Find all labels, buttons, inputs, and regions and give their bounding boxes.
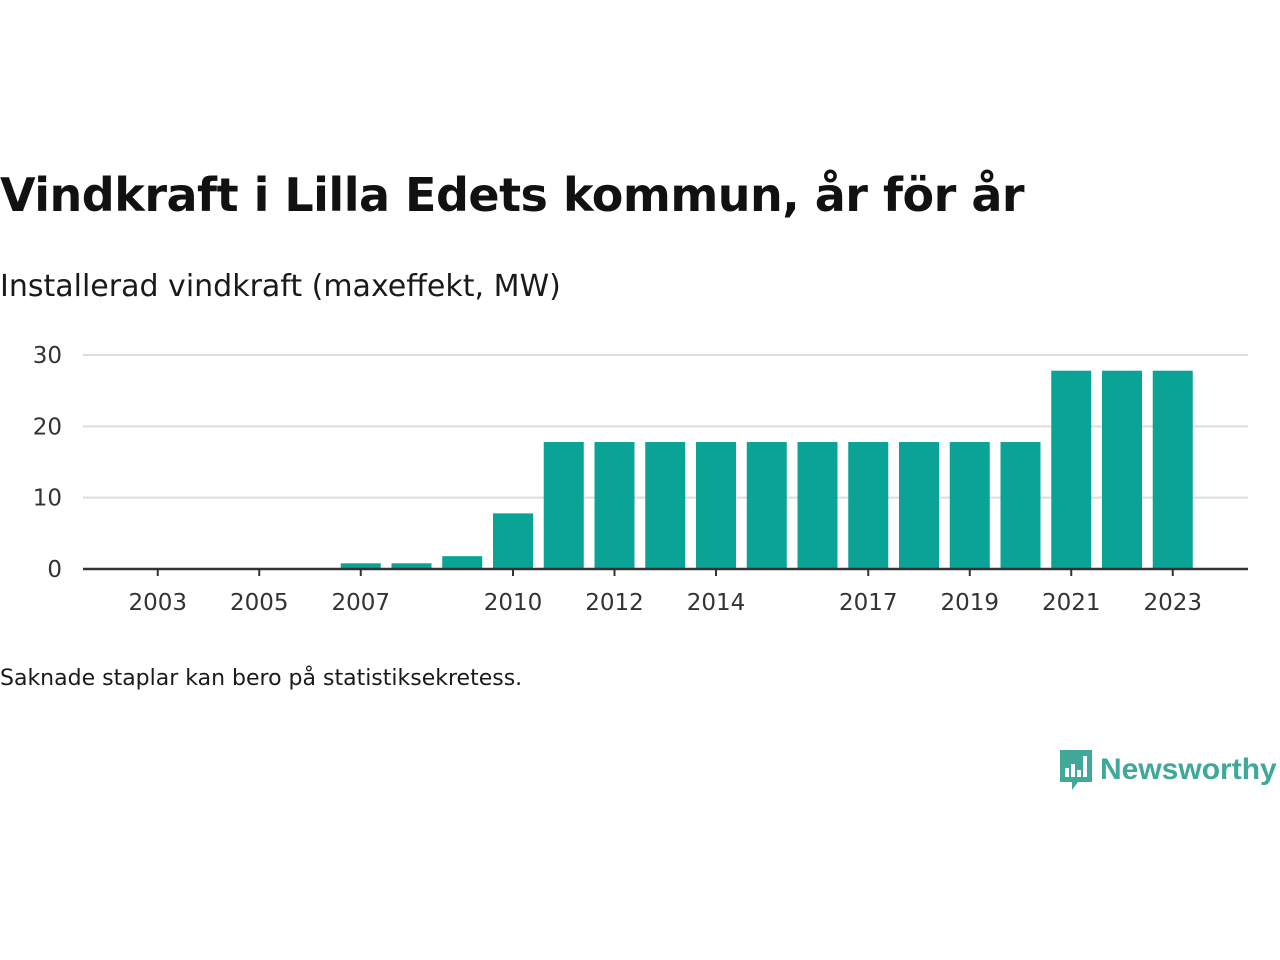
y-tick-label: 0: [47, 557, 62, 583]
footnote: Saknade staplar kan bero på statistiksek…: [0, 666, 523, 691]
bar: [442, 556, 483, 569]
bar: [899, 442, 939, 569]
y-tick-label: 10: [33, 486, 62, 512]
x-tick-label: 2012: [585, 590, 644, 616]
bar: [645, 442, 686, 569]
y-tick-label: 20: [33, 414, 62, 440]
x-tick-label: 2005: [230, 590, 289, 616]
bar: [696, 442, 736, 569]
bar: [746, 442, 787, 569]
chart-title: Vindkraft i Lilla Edets kommun, år för å…: [0, 168, 1025, 222]
brand-name: Newsworthy: [1100, 753, 1277, 786]
newsworthy-logo-icon: [1060, 750, 1092, 790]
bar: [543, 442, 584, 569]
y-tick-label: 30: [33, 343, 62, 369]
chart-subtitle: Installerad vindkraft (maxeffekt, MW): [0, 269, 561, 304]
bar: [493, 513, 533, 569]
x-tick-label: 2014: [687, 590, 746, 616]
bar: [1152, 370, 1193, 569]
bar: [1102, 370, 1142, 569]
brand-logo: Newsworthy: [1058, 748, 1277, 792]
bar: [340, 563, 381, 569]
bar: [1000, 442, 1041, 569]
x-tick-label: 2010: [484, 590, 543, 616]
bar: [391, 563, 432, 569]
bar: [848, 442, 889, 569]
bar: [594, 442, 635, 569]
bar: [949, 442, 990, 569]
x-tick-label: 2019: [940, 590, 999, 616]
x-tick-label: 2021: [1042, 590, 1101, 616]
bar: [797, 442, 838, 569]
bar: [1051, 370, 1092, 569]
x-tick-label: 2017: [839, 590, 898, 616]
x-tick-label: 2003: [128, 590, 187, 616]
x-tick-label: 2023: [1143, 590, 1202, 616]
x-tick-label: 2007: [331, 590, 390, 616]
bar-chart: 0 10 20 30 2003 2005 2007 2010 2012 2014 2017 2019 2…: [33, 343, 1248, 616]
